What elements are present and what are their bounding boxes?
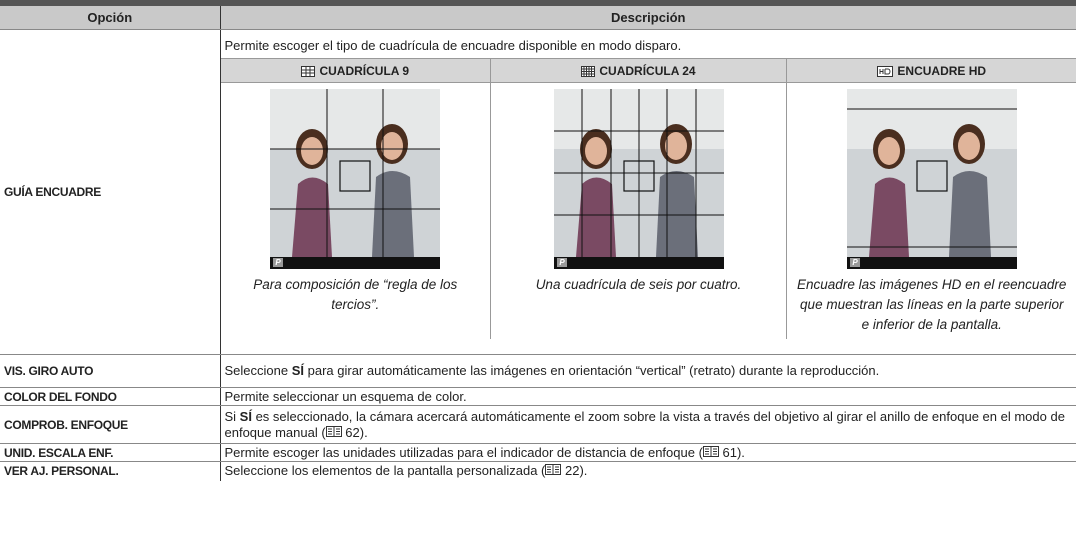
option: VIS. GIRO AUTO (0, 354, 221, 388)
option: COMPROB. ENFOQUE (0, 405, 221, 444)
text: Permite escoger las unidades utilizadas … (224, 444, 703, 460)
row: VIS. GIRO AUTO Seleccione SÍ para girar … (0, 354, 1076, 388)
grid-cell: P Una cuadrícula de seis por cuatro. (490, 82, 787, 339)
grid-header: CUADRÍCULA 24 (490, 58, 787, 83)
badge: P (276, 258, 282, 267)
description: Si SÍ es seleccionado, la cámara acercar… (220, 405, 1076, 444)
header: Descripción (220, 6, 1076, 30)
grid-label: CUADRÍCULA 9 (319, 63, 410, 78)
grid-header: CUADRÍCULA 9 (220, 58, 491, 83)
emphasis: SÍ (239, 408, 252, 424)
book-icon (325, 425, 342, 437)
icon (581, 65, 596, 77)
text: 22). (561, 463, 588, 479)
options-table: Opción Descripción GUÍA ENCUADRE Permite… (0, 6, 1076, 481)
text: 62). (341, 424, 368, 440)
text: Seleccione los elementos de la pantalla … (224, 463, 546, 479)
description: Seleccione los elementos de la pantalla … (220, 462, 1076, 481)
caption: Para composición de “regla de los tercio… (253, 277, 458, 312)
option: COLOR DEL FONDO (0, 387, 221, 406)
text: es seleccionado, la cámara acercará auto… (224, 408, 1065, 440)
row: COMPROB. ENFOQUE Si SÍ es seleccionado, … (0, 405, 1076, 444)
grid-cell: P Encuadre las imágenes HD en el reencua… (787, 83, 1076, 340)
text: Seleccione (224, 363, 292, 378)
description: Seleccione SÍ para girar automáticamente… (220, 354, 1076, 388)
header: Opción (0, 6, 221, 30)
badge: P (852, 258, 858, 267)
description: Permite escoger las unidades utilizadas … (220, 443, 1076, 462)
caption: Encuadre las imágenes HD en el reencuadr… (797, 277, 1067, 332)
emphasis: SÍ (291, 363, 305, 378)
icon (301, 65, 316, 77)
book-icon (702, 445, 719, 457)
text: para girar automáticamente las imágenes … (304, 363, 880, 378)
badge: P (559, 258, 565, 267)
photo: P (270, 89, 441, 269)
text: Si (224, 408, 240, 424)
grid-cell: P Para composición de “regla de los terc… (220, 82, 491, 339)
top-bar (0, 0, 1076, 6)
book-icon (545, 464, 562, 476)
option: VER AJ. PERSONAL. (0, 461, 221, 481)
grid-label: CUADRÍCULA 24 (599, 63, 696, 78)
description: Permite seleccionar un esquema de color. (220, 387, 1076, 406)
header-row: Opción Descripción (0, 6, 1076, 30)
row: UNID. ESCALA ENF. Permite escoger las un… (0, 443, 1076, 462)
grid-header: ENCUADRE HD (786, 58, 1076, 83)
text: 61). (718, 444, 745, 460)
photo: P (553, 89, 724, 269)
photo: P (846, 89, 1017, 269)
caption: Una cuadrícula de seis por cuatro. (535, 277, 742, 292)
description: Permite escoger el tipo de cuadrícula de… (224, 38, 682, 53)
description-cell: Permite escoger el tipo de cuadrícula de… (220, 29, 1076, 355)
option: GUÍA ENCUADRE (0, 29, 221, 355)
row: COLOR DEL FONDO Permite seleccionar un e… (0, 387, 1076, 406)
icon (877, 65, 894, 77)
row: VER AJ. PERSONAL. Seleccione los element… (0, 461, 1076, 481)
row: GUÍA ENCUADRE Permite escoger el tipo de… (0, 29, 1076, 355)
option: UNID. ESCALA ENF. (0, 443, 221, 462)
grid-label: ENCUADRE HD (897, 63, 987, 78)
grid-table: CUADRÍCULA 9 CUADRÍCULA 24 ENCUADRE HD P… (220, 58, 1076, 340)
